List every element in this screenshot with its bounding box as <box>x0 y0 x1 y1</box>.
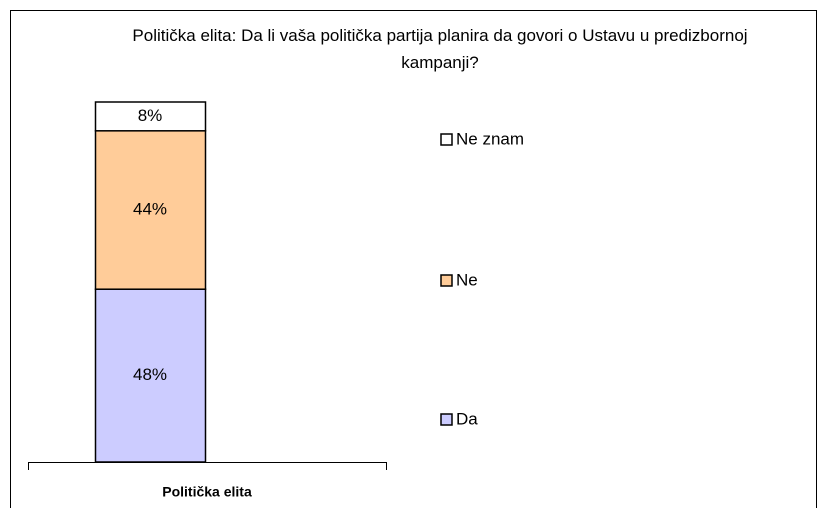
value-label: 8% <box>138 106 163 125</box>
x-tick-label: Politička elita <box>162 484 252 500</box>
chart-title: Politička elita: Da li vaša politička pa… <box>132 26 748 72</box>
legend-swatch <box>440 413 453 426</box>
chart-frame <box>10 10 817 508</box>
bar-segment <box>94 101 207 132</box>
value-label: 44% <box>133 199 167 218</box>
bar-segment <box>94 130 207 290</box>
value-label: 48% <box>133 365 167 384</box>
legend-label: Ne znam <box>456 129 524 148</box>
legend-swatch <box>440 274 453 287</box>
legend-swatch <box>440 133 453 146</box>
legend-label: Da <box>456 409 478 428</box>
bar-segment <box>94 288 207 463</box>
legend-label: Ne <box>456 270 478 289</box>
